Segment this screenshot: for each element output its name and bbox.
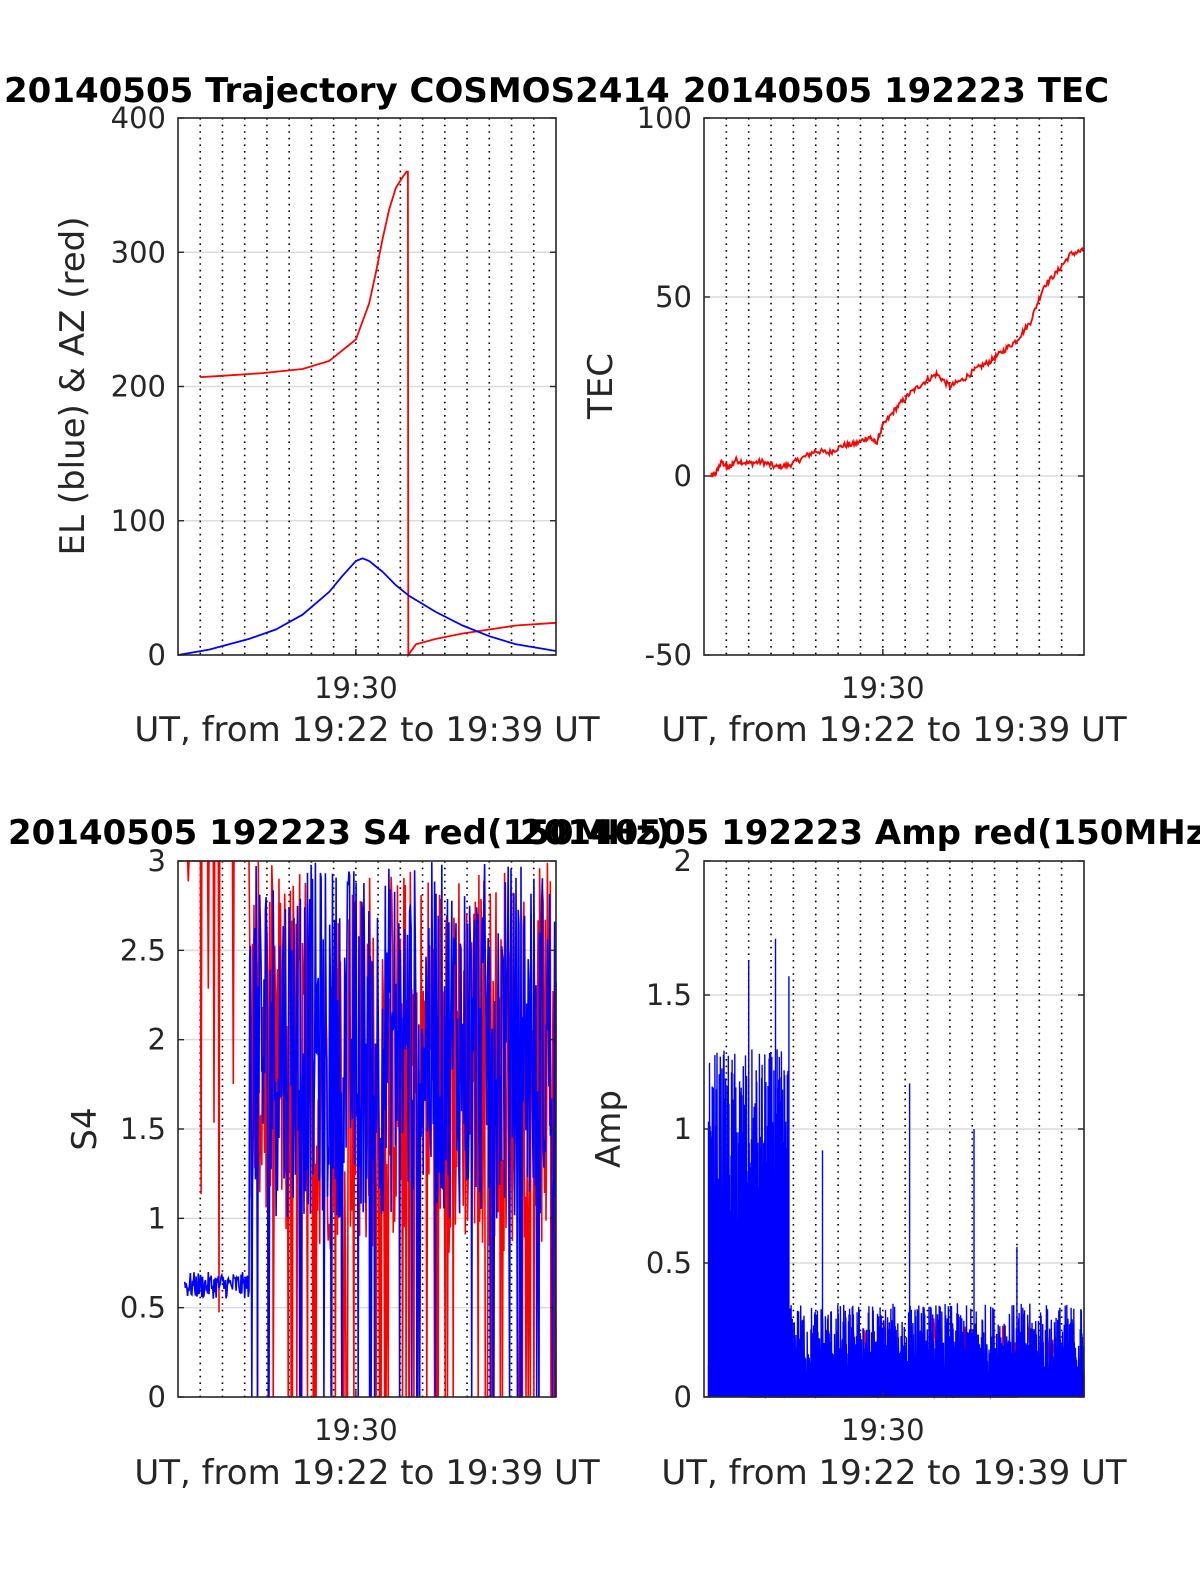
x-axis-label: UT, from 19:22 to 19:39 UT — [134, 710, 600, 750]
x-tick-label: 19:30 — [314, 1413, 398, 1447]
series-line-red — [200, 170, 557, 658]
y-axis-label: TEC — [581, 353, 621, 420]
x-axis-label: UT, from 19:22 to 19:39 UT — [134, 1453, 600, 1493]
y-tick-label: 0 — [674, 1380, 692, 1414]
y-tick-label: -50 — [645, 638, 692, 672]
y-tick-label: 1.5 — [646, 978, 692, 1012]
series-layer — [709, 246, 1085, 478]
y-tick-label: 1 — [674, 1112, 692, 1146]
grid — [178, 118, 556, 655]
y-tick-label: 0.5 — [120, 1291, 166, 1325]
y-tick-label: 0.5 — [646, 1246, 692, 1280]
y-tick-label: 300 — [111, 235, 166, 269]
y-tick-label: 50 — [655, 280, 692, 314]
chart-title: 20140505 192223 S4 red(150MHz) — [8, 813, 671, 853]
y-tick-label: 3 — [148, 844, 166, 878]
chart-title: 20140505 Trajectory COSMOS2414 — [4, 71, 670, 111]
series-layer — [707, 938, 1085, 1400]
tick-layer: 0 0.5 1 1.5 2 19:30 — [646, 844, 1084, 1447]
axes-box — [703, 117, 1085, 656]
tick-layer: -50 0 50 100 19:30 — [637, 101, 1084, 705]
series-line-red — [709, 246, 1085, 478]
y-tick-label: 400 — [111, 101, 166, 135]
y-tick-label: 2 — [148, 1023, 166, 1057]
y-tick-label: 100 — [111, 504, 166, 538]
y-tick-label: 0 — [674, 459, 692, 493]
y-tick-label: 2.5 — [120, 933, 166, 967]
plot-area — [704, 118, 1084, 655]
panel-trajectory: 0 100 200 300 400 19:30 20140505 Trajectory C… — [4, 71, 670, 750]
y-tick-label: 1.5 — [120, 1112, 166, 1146]
y-tick-label: 0 — [148, 638, 166, 672]
x-axis-label: UT, from 19:22 to 19:39 UT — [661, 1453, 1127, 1493]
x-tick-label: 19:30 — [841, 1413, 925, 1447]
series-line-blue — [183, 862, 557, 1398]
series-layer — [177, 170, 557, 658]
series-line-blue — [177, 557, 557, 656]
y-tick-label: 1 — [148, 1201, 166, 1235]
panel-tec: -50 0 50 100 19:30 20140505 192223 TEC TEC U… — [581, 71, 1127, 750]
chart-title: 20140505 192223 Amp red(150MHz) — [520, 813, 1200, 853]
x-tick-label: 19:30 — [314, 671, 398, 705]
panel-amp: 0 0.5 1 1.5 2 19:30 20140505 192223 Amp red(1… — [520, 813, 1200, 1493]
chart-title: 20140505 192223 TEC — [683, 71, 1109, 111]
y-tick-label: 200 — [111, 370, 166, 404]
y-axis-label: EL (blue) & AZ (red) — [53, 216, 93, 555]
y-tick-label: 100 — [637, 101, 692, 135]
series-line-blue — [707, 938, 1085, 1398]
y-tick-label: 0 — [148, 1380, 166, 1414]
panel-s4: 0 0.5 1 1.5 2 2.5 3 19:30 20140505 192223 S4 re… — [8, 813, 671, 1493]
tick-layer: 0 0.5 1 1.5 2 2.5 3 19:30 — [120, 844, 556, 1447]
tick-layer: 0 100 200 300 400 19:30 — [111, 101, 556, 705]
y-axis-label: S4 — [65, 1107, 105, 1150]
x-tick-label: 19:30 — [841, 671, 925, 705]
y-tick-label: 2 — [674, 844, 692, 878]
y-axis-label: Amp — [589, 1090, 629, 1168]
grid — [704, 118, 1084, 655]
x-axis-label: UT, from 19:22 to 19:39 UT — [661, 710, 1127, 750]
